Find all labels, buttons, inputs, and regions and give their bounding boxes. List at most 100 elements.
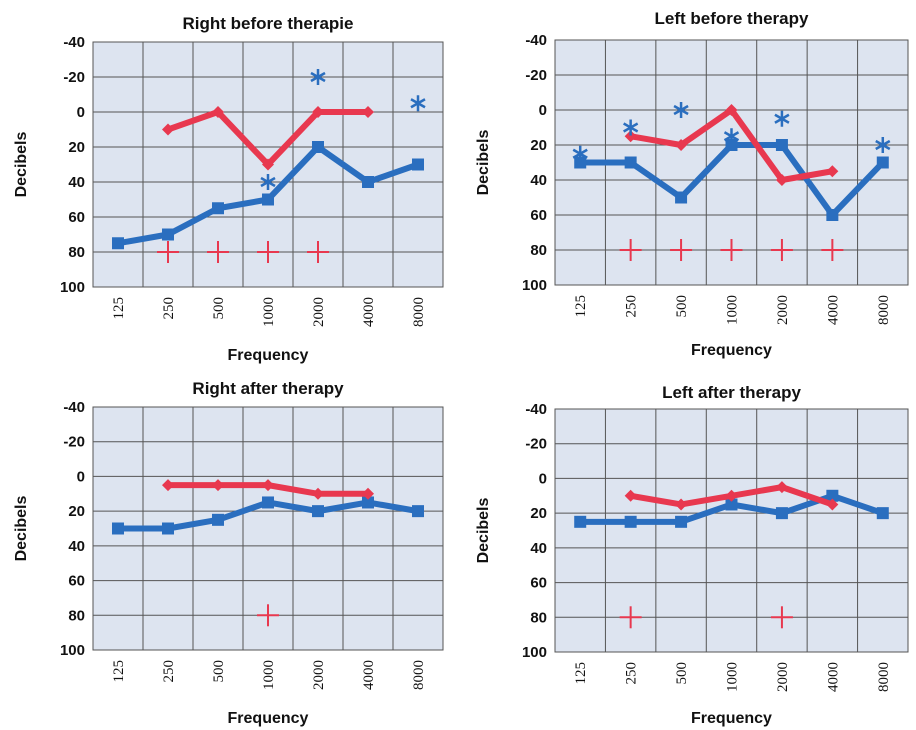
x-tick-label: 4000: [361, 660, 377, 690]
data-point-square: [262, 193, 274, 206]
data-point-asterisk: [260, 174, 276, 190]
data-point-square: [624, 156, 637, 169]
y-tick-label: 20: [530, 505, 547, 522]
data-point-asterisk: [673, 102, 689, 118]
series-red-plus: [619, 606, 793, 629]
data-point-square: [412, 158, 424, 171]
data-point-square: [574, 156, 587, 169]
x-tick-label: 8000: [876, 662, 892, 692]
data-point-plus: [720, 239, 743, 261]
data-point-diamond: [262, 158, 274, 171]
x-tick-label: 2000: [775, 295, 791, 325]
asterisk-stroke: [623, 122, 639, 133]
x-tick-label: 2000: [775, 662, 791, 692]
x-tick-label: 4000: [825, 295, 841, 325]
data-point-plus: [619, 606, 642, 629]
y-tick-label: -20: [525, 436, 547, 453]
data-point-square: [162, 228, 174, 241]
series-blue-asterisk: [260, 69, 426, 190]
x-tick-label: 500: [211, 660, 227, 683]
data-point-square: [826, 489, 839, 502]
x-tick-label: 1000: [725, 662, 741, 692]
series-red-diamond: [624, 481, 839, 511]
y-tick-label: 60: [530, 575, 547, 592]
asterisk-stroke: [260, 176, 276, 188]
asterisk-stroke: [673, 104, 689, 116]
data-point-diamond: [725, 489, 738, 502]
data-point-square: [262, 496, 274, 509]
y-tick-label: 100: [60, 642, 85, 659]
series-blue-asterisk: [572, 102, 891, 162]
y-tick-label: 40: [68, 538, 85, 555]
x-tick-label: 4000: [361, 297, 377, 327]
x-tick-label: 250: [624, 295, 640, 318]
chart-panel-4: -40 -20 0 20 40 60 80 100 125 250 500 1000 2000 4000 8…: [475, 383, 909, 727]
y-tick-label: -40: [63, 399, 85, 416]
y-tick-label: 40: [530, 540, 547, 557]
data-point-plus: [670, 239, 693, 261]
series-blue-square: [112, 496, 424, 535]
data-point-diamond: [725, 104, 738, 116]
x-tick-label: 500: [674, 295, 690, 318]
data-point-square: [725, 498, 738, 511]
y-tick-label: 20: [68, 503, 85, 520]
y-tick-label: 0: [77, 468, 85, 485]
y-tick-label: 80: [68, 607, 85, 624]
data-point-square: [775, 139, 788, 151]
y-tick-label: -20: [63, 69, 85, 86]
data-point-plus: [207, 241, 229, 263]
data-point-plus: [157, 241, 179, 263]
data-point-square: [876, 156, 889, 169]
y-tick-label: -40: [63, 34, 85, 51]
data-point-square: [162, 522, 174, 535]
data-point-plus: [257, 604, 279, 627]
x-axis-title: Frequency: [228, 710, 309, 727]
y-axis-title: Decibels: [13, 131, 30, 197]
chart-title: Right after therapy: [192, 379, 344, 398]
data-point-plus: [770, 606, 793, 629]
y-tick-label: 20: [530, 137, 547, 154]
data-point-diamond: [162, 479, 174, 492]
data-point-plus: [619, 239, 642, 261]
y-tick-label: -40: [525, 401, 547, 418]
asterisk-stroke: [723, 131, 740, 142]
x-tick-label: 125: [573, 662, 589, 685]
y-tick-label: 80: [530, 609, 547, 626]
asterisk-stroke: [572, 148, 588, 159]
data-point-square: [212, 202, 224, 215]
y-tick-label: 100: [522, 277, 547, 294]
data-point-square: [312, 141, 324, 153]
data-point-diamond: [775, 481, 788, 494]
data-point-square: [675, 191, 688, 204]
x-tick-label: 4000: [825, 662, 841, 692]
y-tick-label: 40: [530, 172, 547, 189]
data-point-plus: [770, 239, 793, 261]
chart-panel-3: -40 -20 0 20 40 60 80 100 125 250 500 1000 2000 4000 8…: [13, 379, 444, 727]
data-point-square: [362, 176, 374, 188]
y-tick-label: 100: [522, 644, 547, 661]
data-point-square: [574, 515, 587, 528]
y-tick-label: -20: [63, 434, 85, 451]
data-point-diamond: [262, 479, 274, 492]
series-red-plus: [257, 604, 279, 627]
data-point-diamond: [312, 106, 324, 118]
y-tick-label: 80: [68, 244, 85, 261]
chart-panel-1: -40 -20 0 20 40 60 80 100 125 250 500 1000 2000 4000 8…: [13, 14, 444, 364]
data-point-square: [112, 237, 124, 250]
data-point-square: [675, 515, 688, 528]
asterisk-stroke: [774, 113, 790, 124]
data-point-asterisk: [623, 119, 639, 136]
data-point-square: [725, 139, 738, 151]
data-point-diamond: [624, 130, 637, 143]
data-point-diamond: [826, 165, 839, 178]
x-tick-label: 1000: [261, 297, 277, 327]
series-red-diamond: [162, 479, 374, 500]
series-red-plus: [619, 239, 844, 261]
asterisk-stroke: [410, 98, 426, 109]
data-point-square: [624, 515, 637, 528]
x-tick-label: 500: [211, 297, 227, 320]
data-point-square: [112, 522, 124, 535]
x-tick-label: 125: [573, 295, 589, 318]
x-tick-label: 125: [111, 297, 127, 320]
asterisk-stroke: [310, 71, 326, 83]
